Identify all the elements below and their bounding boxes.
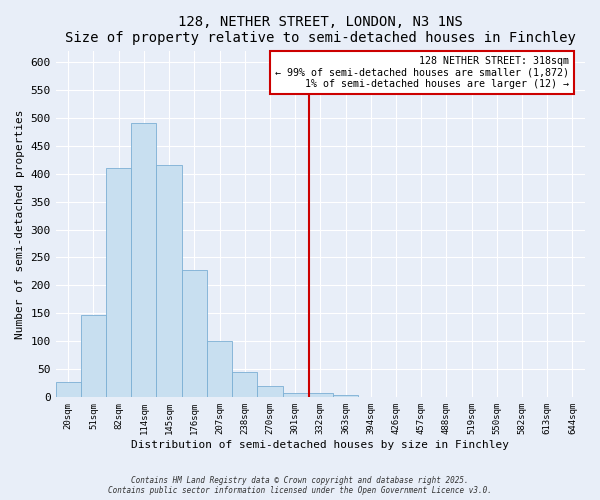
Bar xyxy=(232,372,257,398)
Bar xyxy=(81,315,106,398)
Text: 128 NETHER STREET: 318sqm
← 99% of semi-detached houses are smaller (1,872)
1% o: 128 NETHER STREET: 318sqm ← 99% of semi-… xyxy=(275,56,569,89)
Bar xyxy=(56,382,81,398)
Bar xyxy=(257,386,283,398)
Y-axis label: Number of semi-detached properties: Number of semi-detached properties xyxy=(15,109,25,338)
Bar xyxy=(131,123,157,398)
Bar xyxy=(182,270,207,398)
Text: Contains HM Land Registry data © Crown copyright and database right 2025.
Contai: Contains HM Land Registry data © Crown c… xyxy=(108,476,492,495)
Bar xyxy=(106,168,131,398)
Bar xyxy=(308,394,333,398)
X-axis label: Distribution of semi-detached houses by size in Finchley: Distribution of semi-detached houses by … xyxy=(131,440,509,450)
Bar xyxy=(283,393,308,398)
Bar xyxy=(157,165,182,398)
Title: 128, NETHER STREET, LONDON, N3 1NS
Size of property relative to semi-detached ho: 128, NETHER STREET, LONDON, N3 1NS Size … xyxy=(65,15,576,45)
Bar xyxy=(333,394,358,398)
Bar xyxy=(207,342,232,398)
